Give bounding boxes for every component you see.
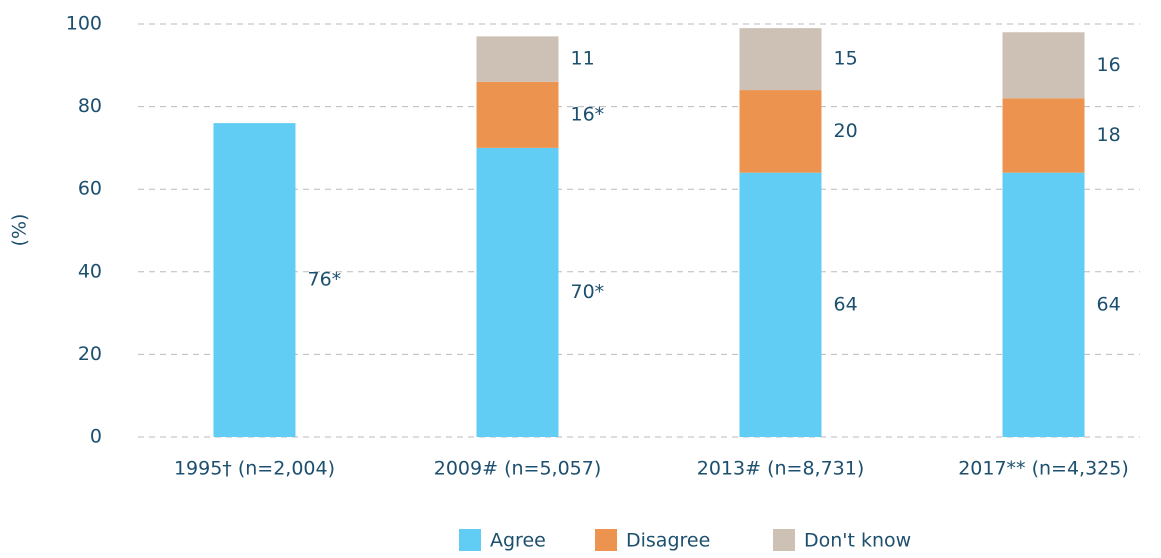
value-label: 64 [834, 293, 858, 315]
value-label: 70* [571, 281, 605, 303]
y-tick-label: 20 [78, 343, 102, 365]
value-label: 18 [1097, 124, 1121, 146]
bar-segment [1002, 172, 1085, 437]
bar-segment [476, 147, 559, 437]
value-label: 20 [834, 120, 858, 142]
y-axis-label: (%) [9, 214, 31, 247]
value-label: 16* [571, 103, 605, 125]
y-tick-label: 60 [78, 178, 102, 200]
legend-label: Agree [490, 530, 546, 552]
bar-segment [739, 172, 822, 437]
y-tick-label: 80 [78, 95, 102, 117]
value-label: 64 [1097, 293, 1121, 315]
legend-swatch [773, 529, 795, 551]
bar-segment [739, 28, 822, 91]
bar-segment [476, 36, 559, 82]
x-tick-label: 2009# (n=5,057) [434, 458, 602, 480]
legend-label: Disagree [626, 530, 710, 552]
value-label: 76* [308, 269, 342, 291]
bar-segment [476, 81, 559, 148]
y-tick-label: 100 [66, 13, 102, 35]
legend-swatch [595, 529, 617, 551]
legend-swatch [459, 529, 481, 551]
y-tick-label: 0 [90, 426, 102, 448]
x-tick-label: 1995† (n=2,004) [174, 458, 335, 480]
bar-segment [1002, 32, 1085, 99]
bar-segment [213, 123, 296, 438]
value-label: 11 [571, 48, 595, 70]
value-label: 15 [834, 48, 858, 70]
x-tick-label: 2013# (n=8,731) [697, 458, 865, 480]
x-tick-label: 2017** (n=4,325) [958, 458, 1129, 480]
bar-segment [1002, 98, 1085, 173]
value-label: 16 [1097, 54, 1121, 76]
y-tick-label: 40 [78, 260, 102, 282]
legend-label: Don't know [804, 530, 911, 552]
bar-segment [739, 90, 822, 173]
